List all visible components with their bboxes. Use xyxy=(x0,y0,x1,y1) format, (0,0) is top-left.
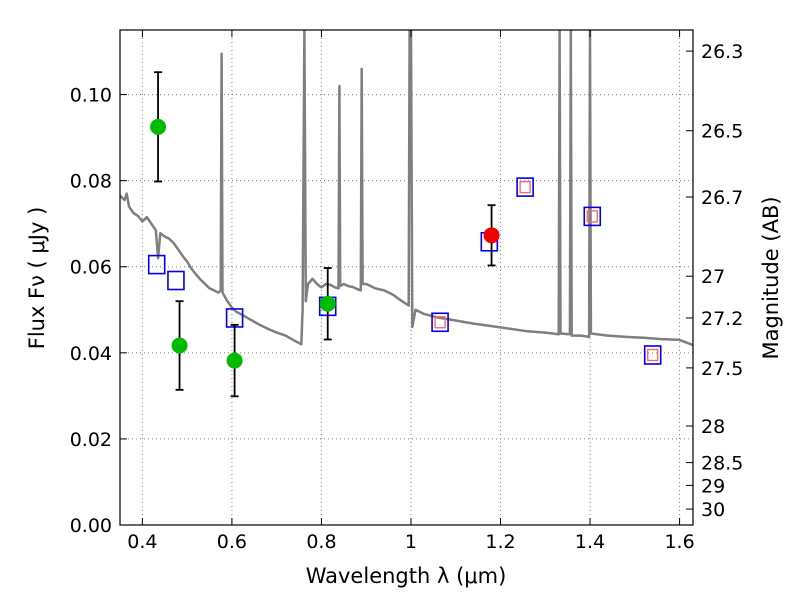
y2-tick-label: 27 xyxy=(701,266,725,288)
x-tick-label: 0.8 xyxy=(306,531,336,553)
y2-tick-label: 30 xyxy=(701,499,725,521)
y2-axis-title: Magnitude (AB) xyxy=(759,196,783,359)
x-tick-label: 0.4 xyxy=(127,531,157,553)
y-tick-label: 0.00 xyxy=(70,515,112,537)
y2-tick-label: 27.2 xyxy=(701,308,743,330)
grid-layer xyxy=(120,30,693,526)
y2-tick-label: 27.5 xyxy=(701,358,743,380)
x-tick-label: 0.6 xyxy=(217,531,247,553)
inner-square-marker xyxy=(519,180,531,194)
y2-tick-label: 26.3 xyxy=(701,41,743,63)
inner-square-marker xyxy=(586,210,598,223)
data-point xyxy=(226,352,243,369)
x-axis-title: Wavelength λ (μm) xyxy=(306,564,507,588)
model-square-marker xyxy=(167,270,185,291)
y-tick-label: 0.10 xyxy=(70,85,112,107)
x-tick-label: 1.4 xyxy=(575,531,605,553)
y-axis-title: Flux Fν ( μJy ) xyxy=(25,207,49,350)
y-tick-label: 0.08 xyxy=(70,171,112,193)
data-point xyxy=(150,118,167,135)
data-point xyxy=(483,227,500,244)
plot-frame xyxy=(119,29,694,526)
model-square-marker xyxy=(643,345,662,365)
data-point xyxy=(171,337,188,354)
tick-layer: 0.4 0.6 0.8 1 1.2 1.4 1.6 0.00 0.02 0.04 0.06 0.08 0… xyxy=(70,30,743,553)
x-tick-label: 1.6 xyxy=(664,531,694,553)
inner-square-marker xyxy=(434,316,446,329)
y2-tick-label: 26.7 xyxy=(701,187,743,209)
y-tick-label: 0.02 xyxy=(70,429,112,451)
model-square-marker xyxy=(516,177,534,197)
x-tick-label: 1 xyxy=(405,531,417,553)
data-point xyxy=(319,295,336,312)
x-tick-label: 1.2 xyxy=(485,531,515,553)
model-square-marker xyxy=(431,312,449,333)
spectrum-line xyxy=(120,30,693,347)
y-tick-label: 0.06 xyxy=(70,257,112,279)
y2-tick-label: 28.5 xyxy=(701,453,743,475)
y2-tick-label: 26.5 xyxy=(701,121,743,143)
y-tick-label: 0.04 xyxy=(70,343,112,365)
model-square-marker xyxy=(147,254,166,275)
marker-layer xyxy=(147,71,662,398)
model-square-marker xyxy=(583,206,602,227)
y2-tick-label: 28 xyxy=(701,416,725,438)
y2-tick-label: 29 xyxy=(701,475,725,497)
spectrum-layer xyxy=(120,30,693,347)
inner-square-marker xyxy=(647,348,659,362)
